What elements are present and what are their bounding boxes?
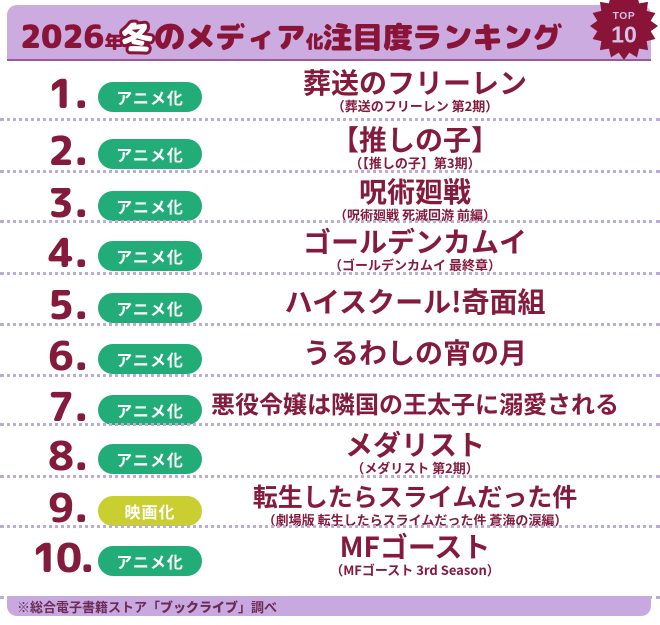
svg-text:10: 10	[611, 21, 637, 47]
svg-text:TOP: TOP	[613, 11, 636, 22]
